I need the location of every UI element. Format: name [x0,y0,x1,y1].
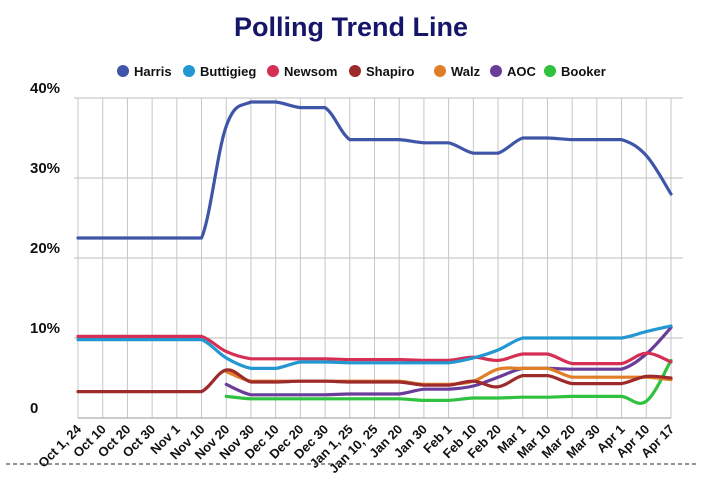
y-tick-label: 20% [30,240,60,257]
series-line-shapiro [76,368,673,394]
legend-marker-aoc [490,65,502,77]
grid [74,97,683,419]
series-line-buttigieg [76,324,673,370]
legend-item-walz: Walz [434,64,481,79]
y-tick-label: 40% [30,80,60,97]
legend-label-shapiro: Shapiro [366,64,414,79]
y-tick-label: 10% [30,320,60,337]
legend-item-harris: Harris [117,64,172,79]
series-lines [76,100,673,405]
legend-label-walz: Walz [451,64,481,79]
legend-marker-walz [434,65,446,77]
legend: Harris Buttigieg Newsom Shapiro Walz AOC Booke… [117,64,606,79]
legend-label-booker: Booker [561,64,606,79]
series-line-harris [76,100,673,240]
legend-label-buttigieg: Buttigieg [200,64,256,79]
legend-item-buttigieg: Buttigieg [183,64,256,79]
legend-label-harris: Harris [134,64,172,79]
series-line-aoc [224,326,673,397]
legend-marker-buttigieg [183,65,195,77]
series-line-booker [224,358,673,405]
legend-item-newsom: Newsom [267,64,337,79]
legend-label-newsom: Newsom [284,64,337,79]
legend-marker-shapiro [349,65,361,77]
legend-item-booker: Booker [544,64,606,79]
y-tick-label: 30% [30,160,60,177]
y-tick-label: 0 [30,400,38,417]
y-axis: 0 10% 20% 30% 40% [30,80,60,417]
series-line-newsom [76,334,673,366]
legend-marker-newsom [267,65,279,77]
legend-marker-booker [544,65,556,77]
legend-item-shapiro: Shapiro [349,64,414,79]
legend-marker-harris [117,65,129,77]
chart-title: Polling Trend Line [234,12,468,42]
legend-label-aoc: AOC [507,64,537,79]
legend-item-aoc: AOC [490,64,537,79]
